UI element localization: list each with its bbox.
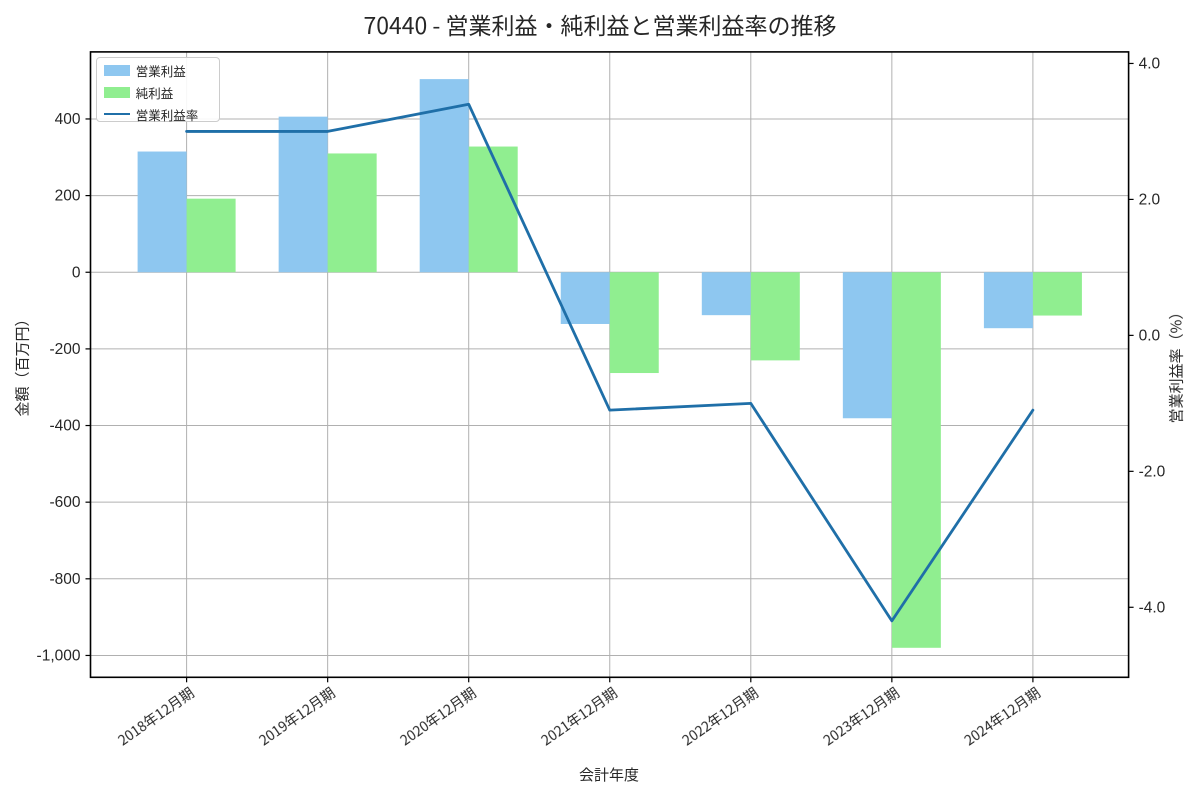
svg-text:400: 400 (55, 111, 81, 128)
svg-text:-4.0: -4.0 (1139, 599, 1166, 616)
svg-text:0.0: 0.0 (1139, 327, 1161, 344)
svg-text:2.0: 2.0 (1139, 191, 1161, 208)
svg-text:200: 200 (55, 188, 81, 205)
svg-text:-1,000: -1,000 (37, 647, 81, 664)
svg-text:-600: -600 (49, 494, 80, 511)
svg-text:4.0: 4.0 (1139, 55, 1161, 72)
svg-text:0: 0 (72, 264, 81, 281)
svg-text:-200: -200 (49, 341, 80, 358)
svg-text:-400: -400 (49, 418, 80, 435)
svg-text:-2.0: -2.0 (1139, 463, 1166, 480)
svg-text:-800: -800 (49, 571, 80, 588)
